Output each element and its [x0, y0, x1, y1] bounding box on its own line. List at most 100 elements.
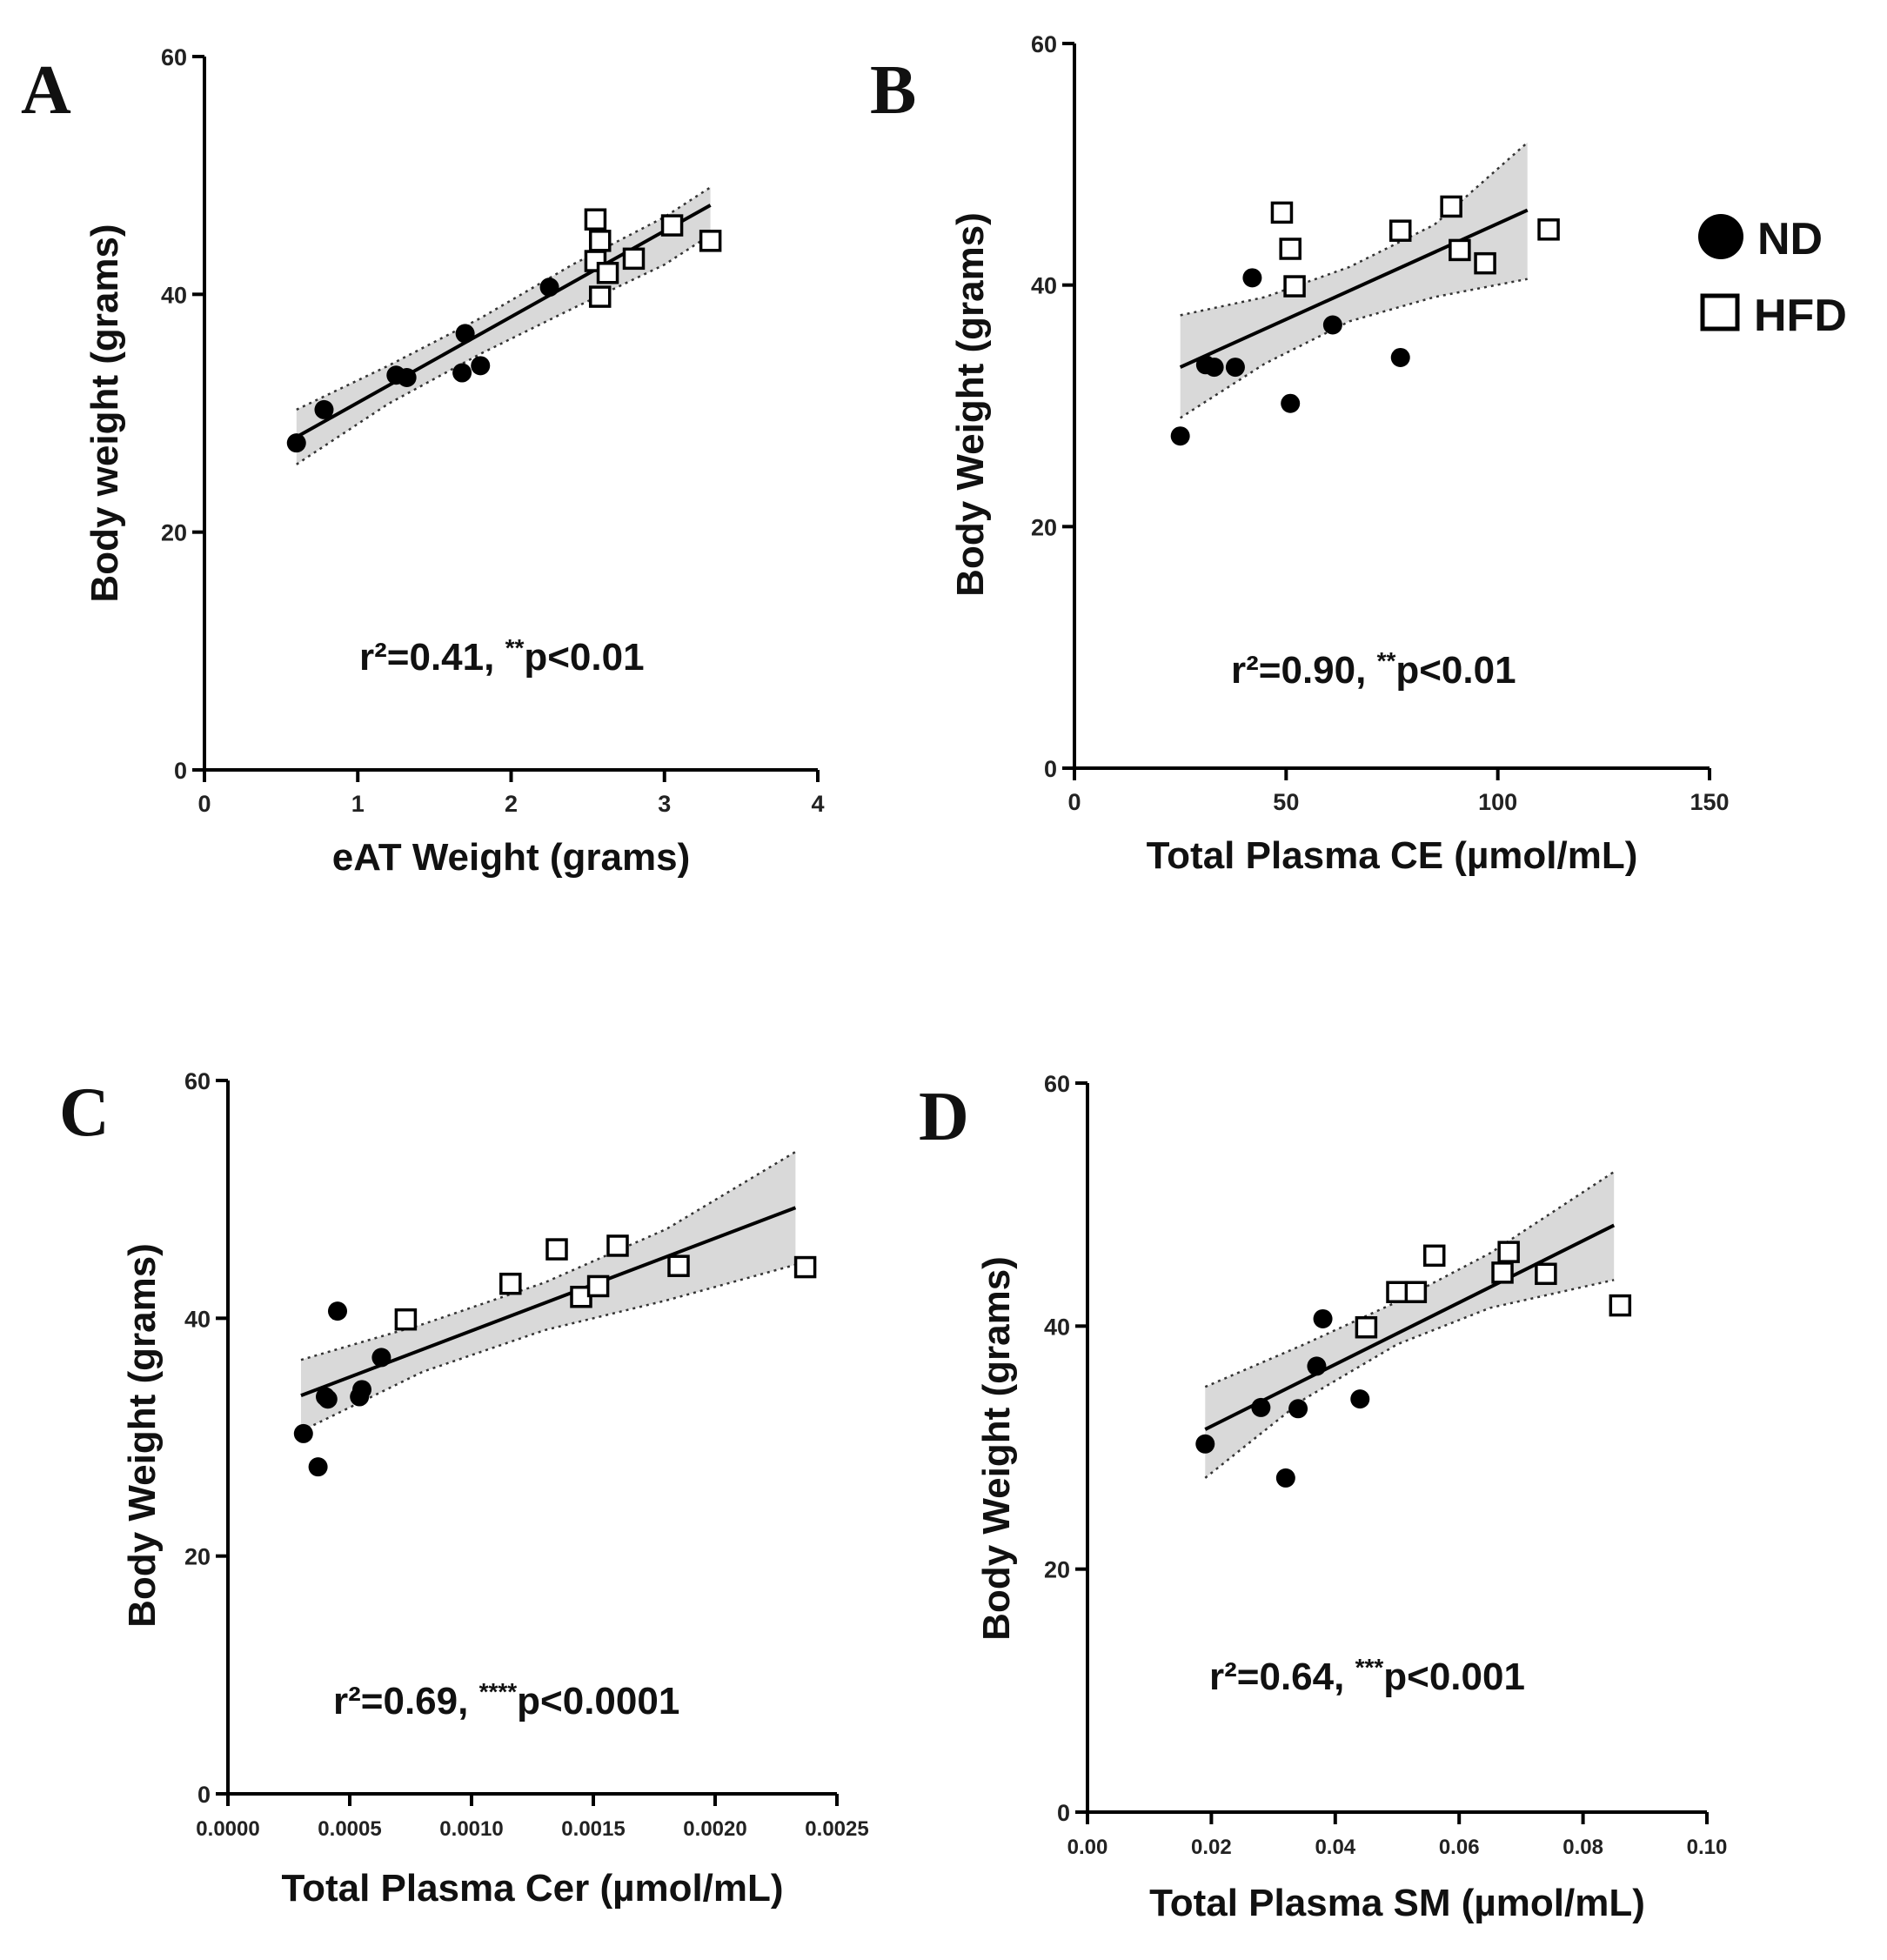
- confidence-band-c: [301, 1152, 796, 1432]
- y-axis-title-d: Body Weight (grams): [975, 1256, 1018, 1641]
- nd-point-b: [1225, 358, 1245, 378]
- y-axis-title-b: Body Weight (grams): [949, 212, 992, 597]
- hfd-point-d: [1386, 1281, 1409, 1303]
- hfd-point-d: [1535, 1262, 1557, 1286]
- nd-point-c: [308, 1457, 328, 1477]
- legend-nd-marker: [1698, 214, 1743, 259]
- x-axis-title-b: Total Plasma CE (µmol/mL): [1147, 834, 1638, 877]
- nd-point-d: [1251, 1397, 1271, 1417]
- legend-hfd-label: HFD: [1754, 291, 1847, 341]
- nd-point-a: [286, 433, 306, 453]
- regression-line-c: [300, 1206, 797, 1398]
- confidence-band-b: [1180, 142, 1528, 418]
- x-tick-label-c: 0.0000: [196, 1817, 259, 1841]
- hfd-point-d: [1422, 1244, 1446, 1268]
- nd-point-c: [371, 1348, 391, 1368]
- y-tick-label-a: 60: [161, 44, 187, 70]
- y-tick-label-b: 0: [1044, 756, 1057, 782]
- hfd-point-c: [545, 1238, 568, 1261]
- nd-point-c: [318, 1389, 338, 1409]
- confidence-upper-b: [1180, 141, 1529, 317]
- hfd-point-b: [1283, 275, 1306, 298]
- plot-area-d: 0 20 40 60 0.00 0.02 0.04 0.06 0.08 0.10 Total Pla…: [975, 1071, 1727, 1924]
- hfd-point-d: [1609, 1294, 1632, 1317]
- y-tick-label-a: 20: [161, 520, 187, 546]
- y-axis-title-c: Body Weight (grams): [121, 1243, 164, 1628]
- y-tick-label-d: 20: [1044, 1557, 1070, 1583]
- nd-point-b: [1322, 315, 1342, 335]
- nd-point-a: [452, 363, 472, 383]
- hfd-point-a: [584, 208, 607, 231]
- nd-point-b: [1242, 268, 1262, 288]
- plot-area-c: 0 20 40 60 0.0000 0.0005 0.0010 0.0015 0.0020 0.0…: [121, 1068, 869, 1910]
- y-tick-label-d: 0: [1057, 1800, 1070, 1826]
- x-tick-label-b: 0: [1067, 789, 1081, 815]
- hfd-point-b: [1270, 201, 1294, 224]
- x-tick-label-d: 0.06: [1439, 1836, 1480, 1859]
- x-tick-label-a: 4: [811, 791, 824, 817]
- hfd-point-c: [606, 1234, 629, 1257]
- nd-point-b: [1204, 358, 1224, 378]
- x-tick-label-c: 0.0005: [318, 1817, 381, 1841]
- plot-area-b: 0 20 40 60 0 50 100 150 Total Plasma CE (µmol/mL…: [949, 31, 1730, 877]
- legend: ND HFD: [1698, 214, 1847, 341]
- x-tick-label-c: 0.0015: [561, 1817, 625, 1841]
- y-tick-label-b: 40: [1031, 273, 1057, 299]
- hfd-point-d: [1497, 1241, 1520, 1263]
- hfd-point-a: [699, 230, 722, 252]
- y-tick-label-d: 40: [1044, 1314, 1070, 1340]
- hfd-point-a: [588, 230, 612, 252]
- y-axis-title-a: Body weight (grams): [84, 224, 126, 602]
- panel-letter-c: C: [59, 1074, 110, 1151]
- hfd-point-b: [1449, 238, 1471, 262]
- nd-point-c: [352, 1380, 371, 1400]
- y-tick-label-c: 20: [184, 1544, 211, 1570]
- confidence-lower-d: [1204, 1279, 1615, 1479]
- nd-point-a: [539, 278, 559, 298]
- hfd-point-a: [588, 285, 612, 308]
- nd-point-b: [1390, 347, 1410, 367]
- confidence-lower-b: [1180, 278, 1528, 419]
- hfd-point-b: [1474, 251, 1496, 275]
- hfd-point-c: [499, 1272, 522, 1295]
- nd-point-a: [455, 324, 475, 344]
- regression-line-d: [1204, 1223, 1616, 1431]
- x-tick-label-b: 100: [1478, 789, 1517, 815]
- x-tick-label-d: 0.00: [1067, 1836, 1108, 1859]
- nd-point-d: [1195, 1434, 1215, 1454]
- hfd-point-a: [622, 247, 646, 271]
- x-tick-label-d: 0.04: [1315, 1836, 1355, 1859]
- stat-annotation-c: r²=0.69, ****p<0.0001: [333, 1678, 679, 1723]
- y-tick-label-a: 40: [161, 282, 187, 308]
- y-tick-label-b: 60: [1031, 31, 1057, 57]
- y-tick-label-a: 0: [174, 758, 187, 784]
- panel-letter-d: D: [919, 1079, 969, 1155]
- confidence-upper-c: [300, 1150, 797, 1361]
- confidence-upper-a: [296, 186, 712, 411]
- hfd-point-c: [394, 1308, 418, 1331]
- legend-nd-label: ND: [1757, 214, 1823, 264]
- hfd-point-d: [1491, 1261, 1514, 1284]
- nd-point-c: [293, 1423, 313, 1443]
- x-tick-label-a: 0: [197, 791, 211, 817]
- x-tick-label-a: 3: [658, 791, 671, 817]
- nd-point-d: [1288, 1399, 1308, 1419]
- x-tick-label-c: 0.0010: [439, 1817, 503, 1841]
- regression-line-b: [1179, 208, 1529, 369]
- x-tick-label-a: 2: [505, 791, 518, 817]
- confidence-band-a: [296, 187, 711, 465]
- hfd-point-b: [1440, 195, 1462, 218]
- x-tick-label-a: 1: [351, 791, 365, 817]
- nd-point-a: [314, 399, 334, 419]
- nd-point-b: [1281, 393, 1301, 413]
- nd-point-d: [1313, 1308, 1333, 1328]
- hfd-point-c: [586, 1274, 610, 1298]
- y-tick-label-d: 60: [1044, 1071, 1070, 1097]
- nd-point-b: [1170, 426, 1190, 446]
- confidence-band-d: [1205, 1172, 1615, 1478]
- x-tick-label-b: 150: [1690, 789, 1729, 815]
- panel-a: A 0 20 40 60 0 1 2 3 4 eAT Weight (grams) Body wei…: [21, 44, 825, 879]
- y-tick-label-b: 20: [1031, 514, 1057, 540]
- hfd-point-b: [1537, 218, 1560, 241]
